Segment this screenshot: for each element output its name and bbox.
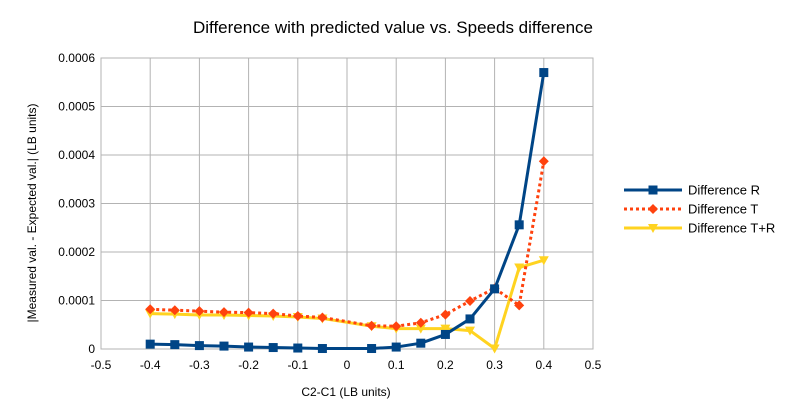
- y-tick-label: 0.0002: [58, 245, 95, 259]
- data-point: [170, 340, 180, 350]
- x-tick-label: -0.2: [238, 358, 259, 372]
- y-tick-label: 0.0003: [58, 197, 95, 211]
- data-point: [538, 156, 549, 167]
- data-point: [268, 308, 279, 319]
- y-tick-label: 0.0001: [58, 294, 95, 308]
- data-point: [366, 320, 377, 331]
- y-tick-label: 0: [88, 342, 95, 356]
- data-point: [367, 344, 377, 354]
- legend-marker: [648, 224, 658, 233]
- data-point: [194, 306, 205, 317]
- y-tick-label: 0.0005: [58, 100, 95, 114]
- x-tick-label: -0.1: [287, 358, 308, 372]
- legend-marker: [648, 185, 658, 195]
- data-point: [268, 343, 278, 353]
- data-point: [243, 307, 254, 318]
- x-tick-label: -0.4: [140, 358, 161, 372]
- data-point: [416, 338, 426, 348]
- data-point: [465, 326, 475, 336]
- legend-item: Difference T+R: [624, 221, 775, 236]
- series-line: [150, 258, 545, 351]
- data-point: [415, 317, 426, 328]
- data-point: [145, 339, 155, 349]
- y-tick-label: 0.0004: [58, 148, 95, 162]
- x-tick-label: -0.5: [91, 358, 112, 372]
- legend: Difference R Difference T Difference T+R: [624, 183, 775, 236]
- data-point: [415, 324, 426, 334]
- legend-marker: [648, 204, 658, 214]
- series-difference-t: [145, 156, 549, 332]
- data-point: [391, 342, 401, 352]
- data-point: [317, 344, 327, 354]
- x-tick-label: -0.3: [189, 358, 210, 372]
- data-point: [440, 309, 451, 320]
- data-point: [391, 321, 402, 332]
- x-tick-labels: -0.5 -0.4 -0.3 -0.2 -0.1 0 0.1 0.2 0.3 0.4 0.5: [91, 358, 602, 372]
- y-tick-labels: 0 0.0001 0.0002 0.0003 0.0004 0.0005 0.0006: [58, 51, 95, 356]
- x-axis-title: C2-C1 (LB units): [301, 385, 390, 399]
- legend-label: Difference T: [688, 202, 758, 217]
- series-line: [150, 72, 546, 351]
- data-point: [489, 344, 500, 354]
- x-tick-label: 0.2: [437, 358, 454, 372]
- data-point: [293, 343, 303, 353]
- data-point: [440, 329, 450, 339]
- data-point: [194, 341, 204, 351]
- data-point: [539, 68, 549, 78]
- data-point: [514, 300, 525, 311]
- chart-title: Difference with predicted value vs. Spee…: [193, 18, 593, 37]
- data-point: [440, 324, 451, 334]
- y-axis-title: |Measured val. - Expected val.| (LB unit…: [25, 104, 39, 323]
- data-point: [145, 304, 156, 315]
- x-tick-label: 0.5: [585, 358, 602, 372]
- data-point: [465, 314, 475, 324]
- data-point: [465, 295, 475, 306]
- data-point: [317, 312, 328, 323]
- legend-item: Difference T: [624, 202, 758, 217]
- legend-label: Difference R: [688, 183, 760, 198]
- series-difference-r: [145, 68, 549, 354]
- x-tick-label: 0: [344, 358, 351, 372]
- data-point: [490, 284, 500, 294]
- legend-label: Difference T+R: [688, 221, 775, 236]
- x-tick-label: 0.1: [388, 358, 405, 372]
- x-tick-label: 0.4: [535, 358, 552, 372]
- data-point: [244, 342, 254, 352]
- series-line: [150, 161, 546, 328]
- data-point: [169, 305, 180, 316]
- data-point: [514, 263, 525, 273]
- data-point: [219, 307, 229, 318]
- x-tick-label: 0.3: [486, 358, 503, 372]
- legend-item: Difference R: [624, 183, 760, 198]
- data-point: [292, 311, 303, 322]
- data-point: [514, 220, 524, 230]
- y-tick-label: 0.0006: [58, 51, 95, 65]
- series-layer: [145, 68, 549, 354]
- data-point: [219, 341, 229, 351]
- data-point: [538, 256, 549, 266]
